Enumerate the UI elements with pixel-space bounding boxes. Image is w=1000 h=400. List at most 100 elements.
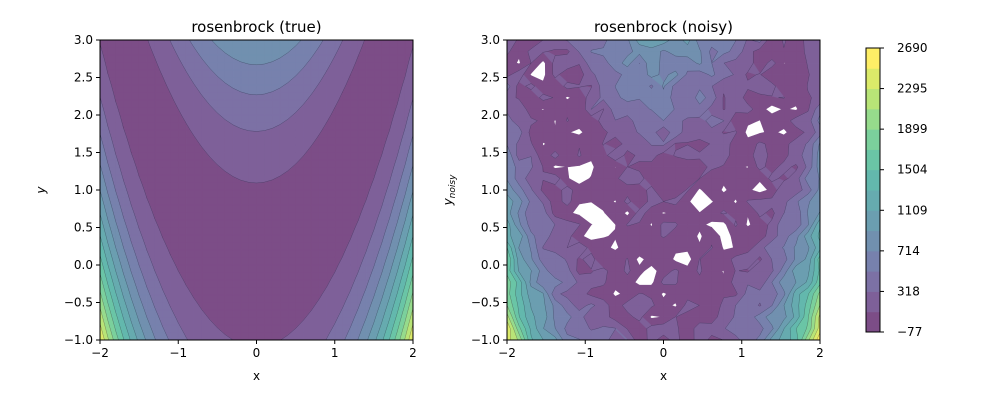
contour-band-cell xyxy=(185,144,195,153)
contour-band-cell xyxy=(342,69,351,78)
contour-line xyxy=(132,324,136,333)
contour-line xyxy=(118,257,122,266)
contour-band-cell xyxy=(123,297,126,303)
contour-line xyxy=(146,317,151,326)
contour-line xyxy=(783,293,790,306)
contour-band-cell xyxy=(287,227,296,236)
contour-line xyxy=(287,77,295,83)
contour-line xyxy=(295,40,302,47)
contour-band-cell xyxy=(279,234,289,243)
contour-line xyxy=(516,328,520,334)
contour-band-cell xyxy=(295,272,304,281)
contour-band-cell xyxy=(279,249,289,258)
contour-line xyxy=(646,325,652,329)
contour-band-cell xyxy=(193,144,203,153)
contour-band-cell xyxy=(303,84,312,93)
contour-band-cell xyxy=(735,220,738,225)
contour-band-cell xyxy=(303,332,312,340)
contour-line xyxy=(627,212,637,225)
contour-band-cell xyxy=(357,54,367,63)
contour-band-cell xyxy=(303,212,312,221)
contour-line xyxy=(399,204,403,213)
contour-band-cell xyxy=(146,227,156,236)
contour-band-cell xyxy=(138,144,148,153)
contour-band-cell xyxy=(530,231,536,237)
contour-band-cell xyxy=(735,189,749,202)
contour-line xyxy=(677,270,679,283)
contour-band-cell xyxy=(334,84,343,93)
contour-line xyxy=(103,287,107,296)
contour-band-cell xyxy=(224,159,234,168)
contour-band-cell xyxy=(357,174,367,183)
contour-band-cell xyxy=(812,135,820,145)
contour-line xyxy=(138,321,141,326)
contour-line xyxy=(107,242,111,251)
contour-band-cell xyxy=(365,287,375,296)
contour-band-cell xyxy=(566,155,580,168)
contour-line xyxy=(293,75,296,78)
contour-band-cell xyxy=(279,174,289,183)
contour-line xyxy=(536,247,540,260)
contour-line xyxy=(410,167,413,176)
contour-line xyxy=(798,293,801,306)
contour-band-cell xyxy=(115,312,118,318)
contour-line xyxy=(217,327,223,333)
contour-band-cell xyxy=(131,234,140,243)
contour-band-cell xyxy=(350,122,359,131)
contour-line xyxy=(217,164,221,168)
contour-band-cell xyxy=(310,69,320,78)
contour-line xyxy=(586,293,592,296)
contour-line xyxy=(805,296,809,306)
contour-band-cell xyxy=(271,204,281,213)
contour-band-cell xyxy=(264,324,273,333)
contour-band-cell xyxy=(381,107,390,116)
contour-line xyxy=(586,303,592,306)
contour-line xyxy=(102,264,106,273)
contour-band-cell xyxy=(248,309,257,318)
contour-band-cell xyxy=(747,293,761,306)
contour-line xyxy=(400,227,404,236)
contour-band-cell xyxy=(240,107,249,116)
contour-band-cell xyxy=(723,201,737,214)
contour-band-cell xyxy=(123,84,132,93)
contour-band-cell xyxy=(123,114,132,123)
contour-band-cell xyxy=(687,224,700,237)
contour-band-cell xyxy=(271,92,281,101)
contour-line xyxy=(720,209,724,214)
contour-band-cell xyxy=(410,309,413,318)
contour-line xyxy=(218,77,226,84)
contour-band-cell xyxy=(264,77,273,86)
contour-band-cell xyxy=(566,120,580,133)
contour-band-cell xyxy=(287,40,296,48)
contour-band-cell xyxy=(373,189,383,198)
contour-band-cell xyxy=(217,294,226,303)
contour-band-cell xyxy=(397,40,406,48)
contour-band-cell xyxy=(735,74,749,87)
contour-band-cell xyxy=(185,159,195,168)
contour-line xyxy=(100,309,103,318)
contour-band-cell xyxy=(185,242,195,251)
contour-line xyxy=(529,328,532,336)
contour-band-cell xyxy=(170,324,179,333)
contour-line xyxy=(225,334,234,340)
contour-line xyxy=(518,236,523,247)
contour-line xyxy=(141,272,145,281)
contour-band-cell xyxy=(193,99,203,108)
contour-band-cell xyxy=(326,174,336,183)
contour-line xyxy=(154,307,156,311)
contour-band-cell xyxy=(639,108,652,122)
contour-line xyxy=(544,305,548,317)
contour-line xyxy=(123,127,125,131)
contour-band-cell xyxy=(209,47,218,56)
contour-band-cell xyxy=(279,212,289,221)
contour-band-cell xyxy=(530,40,544,52)
contour-band-cell xyxy=(627,282,640,295)
contour-line xyxy=(161,287,163,290)
contour-line xyxy=(220,167,226,172)
contour-line xyxy=(106,189,109,194)
contour-band-cell xyxy=(271,159,281,168)
contour-line xyxy=(804,252,809,260)
contour-band-cell xyxy=(408,279,413,288)
contour-band-cell xyxy=(334,272,343,281)
contour-band-cell xyxy=(357,234,367,243)
